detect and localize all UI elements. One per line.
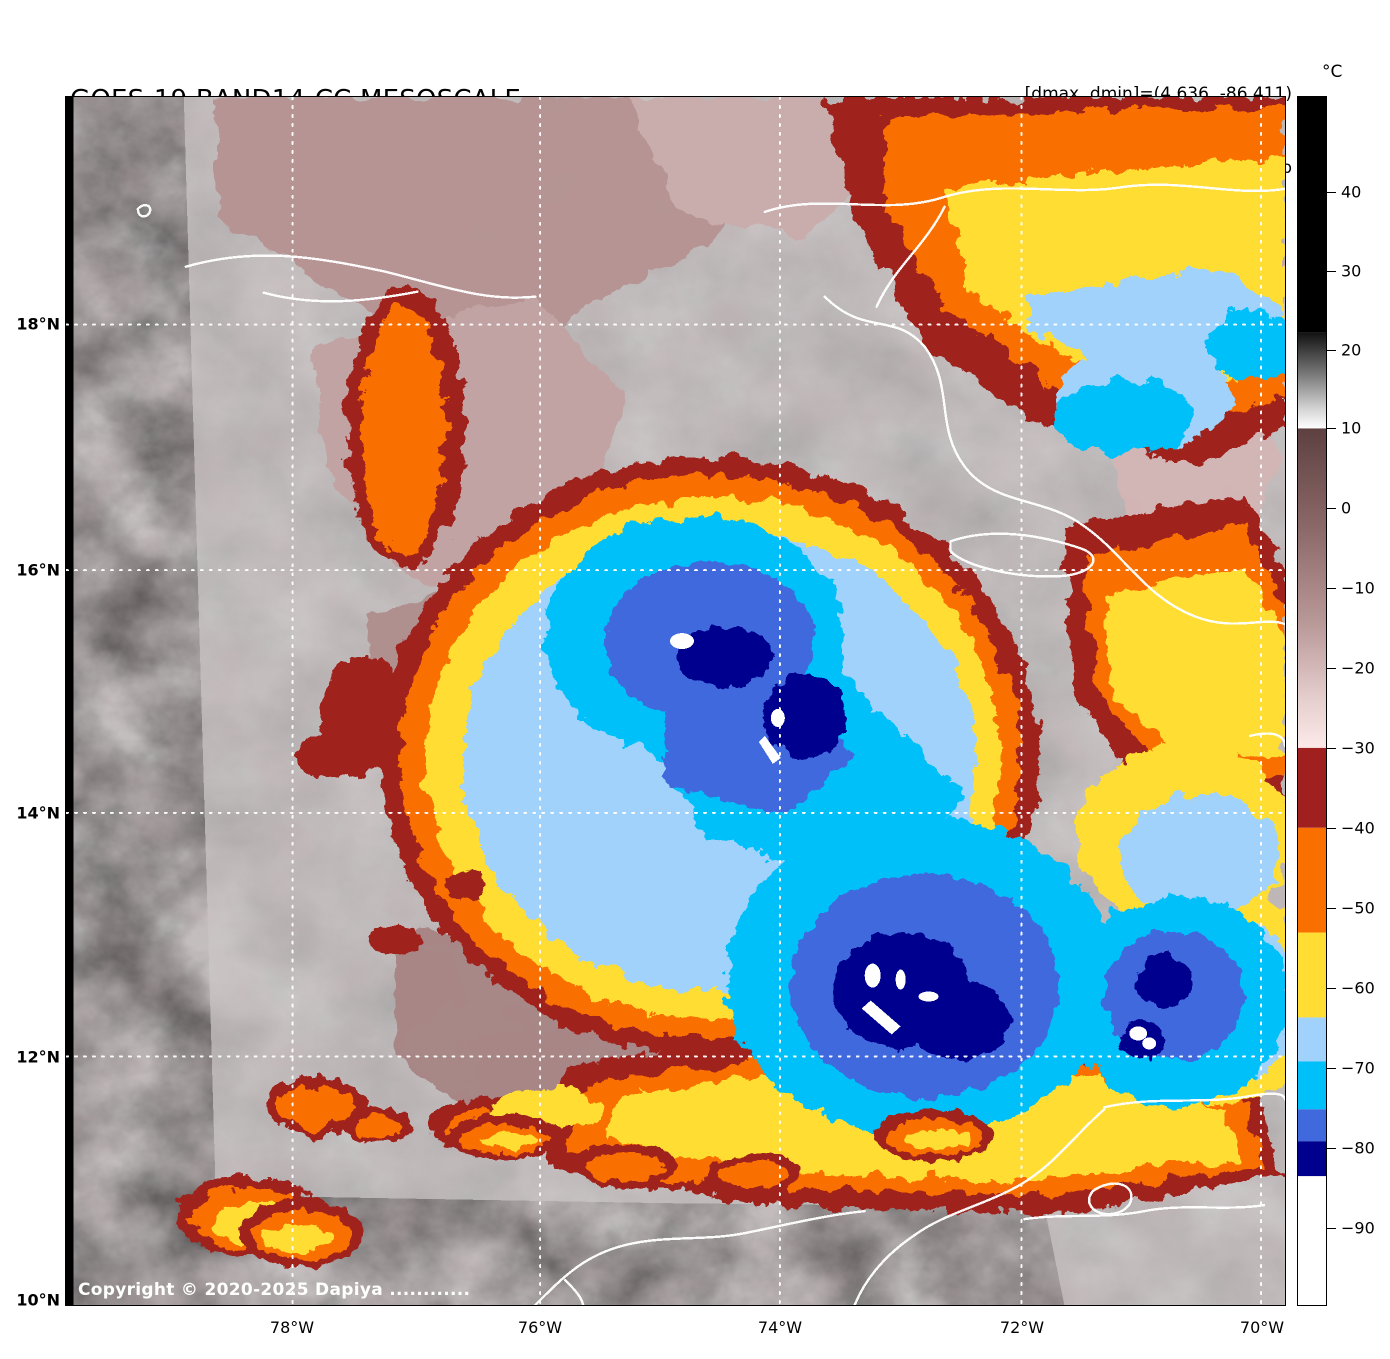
colorbar-tick [1327,668,1336,669]
satellite-image-plot [65,96,1286,1306]
colorbar-tick [1327,350,1336,351]
colorbar-tick-label: 0 [1341,498,1352,518]
x-axis-tick-label: 74°W [757,1318,803,1337]
colorbar-tick [1327,1068,1336,1069]
colorbar [1297,96,1327,1306]
colorbar-tick-label: −60 [1341,978,1375,998]
y-axis-tick-label: 18°N [16,314,60,334]
coastline-overlay [136,183,1285,1305]
overshooting-tops-white [670,633,1157,1050]
colorbar-tick-label: 40 [1341,182,1362,202]
colorbar-tick-label: −50 [1341,898,1375,918]
colorbar-tick-label: −80 [1341,1138,1375,1158]
colorbar-tick-label: −70 [1341,1058,1375,1078]
colorbar-unit-label: °C [1322,62,1343,82]
colorbar-tick-label: −40 [1341,818,1375,838]
colorbar-tick [1327,908,1336,909]
colorbar-tick-label: 10 [1341,418,1362,438]
graticule-overlay [66,97,1285,1305]
colorbar-tick [1327,428,1336,429]
colorbar-tick [1327,988,1336,989]
colorbar-tick-label: −20 [1341,658,1375,678]
y-axis-tick-label: 14°N [16,803,60,823]
y-axis-tick-label: 10°N [16,1290,60,1310]
y-axis-tick-label: 16°N [16,560,60,580]
scattered-convection-cells [239,733,995,1268]
colorbar-tick-label: 20 [1341,340,1362,360]
colorbar-tick-label: −90 [1341,1218,1375,1238]
colorbar-tick [1327,1228,1336,1229]
colorbar-tick [1327,192,1336,193]
colorbar-tick-label: −10 [1341,578,1375,598]
colorbar-tick [1327,588,1336,589]
colorbar-tick [1327,748,1336,749]
colorbar-tick [1327,828,1336,829]
x-axis-tick-label: 78°W [269,1318,315,1337]
y-axis-tick-label: 12°N [16,1047,60,1067]
copyright-notice: Copyright © 2020-2025 Dapiya ...........… [78,1280,471,1300]
x-axis-tick-label: 72°W [999,1318,1045,1337]
colorbar-tick [1327,1148,1336,1149]
colorbar-tick [1327,271,1336,272]
colorbar-tick [1327,508,1336,509]
x-axis-tick-label: 76°W [517,1318,563,1337]
colorbar-tick-label: 30 [1341,261,1362,281]
x-axis-tick-label: 70°W [1239,1318,1285,1337]
colorbar-tick-label: −30 [1341,738,1375,758]
